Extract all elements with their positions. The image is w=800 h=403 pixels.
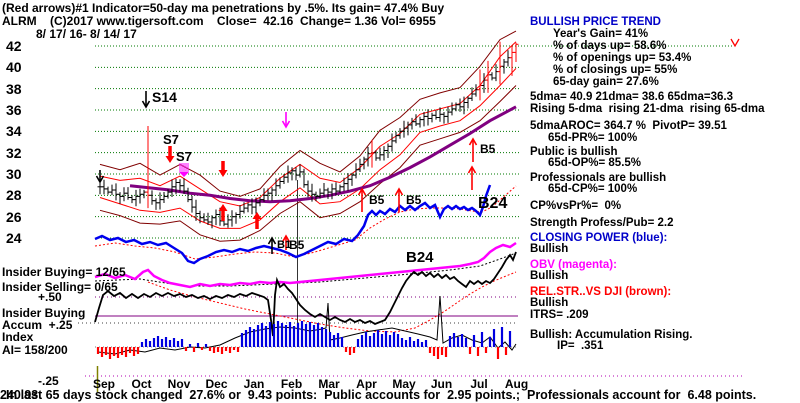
signal-label-b24: B24 [406,249,434,266]
obv-avg-black-dotted [94,252,517,287]
insider-selling-count-label: Insider Selling= 0/65 [2,280,118,294]
brown-upper [99,30,517,197]
price-tick-label: 42 [6,38,22,54]
panel-line: Bullish [530,270,569,282]
signal-label-s7: S7 [163,132,179,147]
month-label: May [392,377,416,391]
index-label: Index [2,330,34,344]
price-tick-label: 30 [6,166,22,182]
signal-label-s7: S7 [176,149,192,164]
panel-line: 65d-OP%= 85.5% [548,157,642,169]
panel-line: % of closings up= 55% [553,64,678,76]
signal-label-b5: B5 [369,193,385,207]
month-label: Apr [356,377,377,391]
panel-line: 65d-PR%= 100% [548,132,638,144]
signal-label-b5: B5 [480,142,496,156]
panel-line: 65-day gain= 27.6% [553,76,659,88]
accumulation-histogram [96,321,512,359]
panel-line: ITRS= .209 [530,309,589,321]
panel-line: Professionals are bullish [530,172,667,184]
signal-label-b5: B5 [289,238,305,252]
panel-line: 5dmaAROC= 364.7 % PivotP= 39.51 [530,120,727,132]
footer-summary: In last 65 days stock changed 27.6% or 9… [6,388,757,402]
signal-label-b1: B1 [277,239,292,251]
ticker-header: ALRM (C)2017 www.tigersoft.com Close= 42… [2,14,436,28]
month-label: Jan [243,377,265,391]
price-tick-label: 26 [6,208,22,225]
panel-line: Strength Profess/Pub= 2.2 [530,217,674,229]
price-tick-label: 32 [6,144,22,161]
panel-line: 5dma= 40.9 21dma= 38.6 65dma=36.3 [530,91,733,103]
panel-line: Rising 5-dma rising 21-dma rising 65-dma [530,103,765,115]
plus-50-level-label: +.50 [38,290,62,304]
panel-line: BULLISH PRICE TREND [530,16,661,28]
price-tick-label: 28 [6,187,22,204]
panel-line: 65d-CP%= 100% [548,183,638,195]
month-label: Oct [131,377,152,391]
panel-line: Year's Gain= 41% [553,28,649,40]
month-label: Dec [205,377,228,391]
minus-25-level-label: -.25 [38,374,59,388]
date-range-label: 8/ 17/ 16- 8/ 14/ 17 [36,27,137,41]
panel-line: % of openings up= 53.4% [553,52,692,64]
price-bars [97,41,519,229]
panel-line: % of days up= 58.6% [553,40,667,52]
signal-label-s14: S14 [152,89,177,105]
month-label: Nov [167,377,191,391]
panel-line: IP= .351 [557,340,604,352]
indicator-lines [94,184,517,355]
footer-overlap-value: 240.93 [0,388,39,402]
panel-line: Bullish [530,297,569,309]
ai-ratio-label: AI= 158/200 [2,343,68,357]
panel-line: Public is bullish [530,146,618,158]
month-label: Jul [470,377,488,391]
month-label: Aug [504,377,529,391]
signal-arrows [95,91,478,254]
price-gridlines [95,38,740,239]
price-tick-label: 36 [6,102,22,118]
month-label: Mar [318,377,340,391]
relstr-black [94,251,517,337]
signal-label-b24: B24 [478,195,508,212]
obv-magenta [94,241,517,289]
signal-label-b5: B5 [406,193,422,207]
relstr-avg-red-dotted [147,271,517,333]
price-tick-label: 24 [6,230,22,246]
panel-line: OBV (magenta): [530,259,617,271]
price-tick-label: 40 [6,59,22,76]
panel-line: Bullish: Accumulation Rising. [530,329,693,341]
insider-buying-label: Insider Buying [2,306,86,320]
cp-avg-red-dotted [94,185,517,260]
panel-line: CP%vsPr%= 0% [530,200,622,212]
panel-line: Bullish [530,243,569,255]
panel-line: REL.STR..VS DJI (brown): [530,286,672,298]
indicator-header: (Red arrows)#1 Indicator=50-day ma penet… [2,1,445,15]
panel-line: CLOSING POWER (blue): [530,232,668,244]
price-tick-label: 34 [6,123,22,140]
accum-plus-25-label: Accum +.25 [2,318,73,332]
insider-buying-count-label: Insider Buying= 12/65 [2,265,126,279]
closing-power-blue [94,184,492,265]
red-lower [99,68,517,229]
red-upper [99,41,517,207]
month-label: Jun [430,377,453,391]
month-label: Sep [92,377,115,391]
brown-lower [99,85,517,242]
price-tick-label: 38 [6,80,22,97]
month-label: Feb [280,377,303,391]
